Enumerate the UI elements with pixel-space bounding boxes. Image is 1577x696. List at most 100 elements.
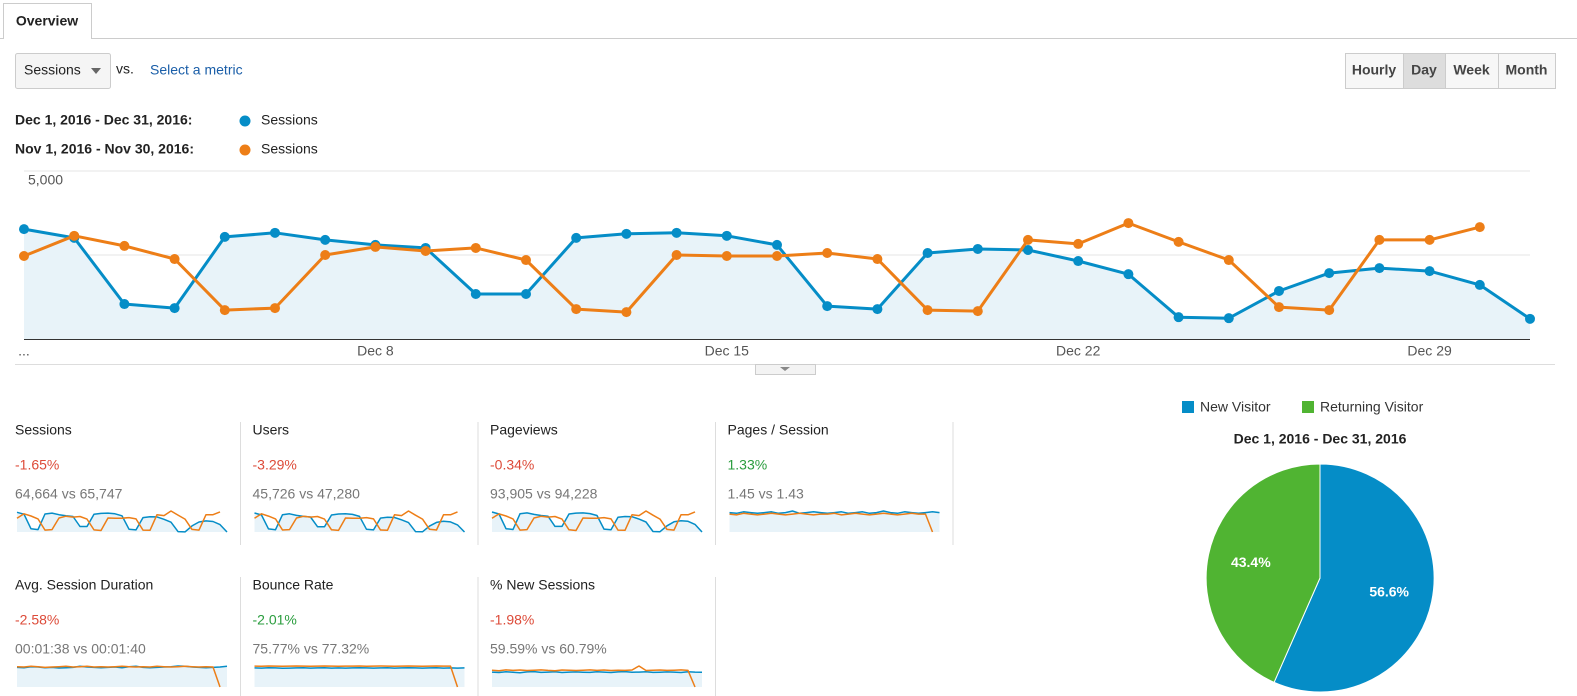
metric-change: -1.65% [15, 457, 59, 473]
point [1474, 279, 1485, 290]
line [491, 511, 703, 533]
point [872, 254, 883, 265]
granularity-button[interactable] [1445, 53, 1499, 89]
x-tick-label: Dec 22 [1056, 343, 1101, 359]
metric-change: -2.58% [15, 612, 59, 628]
point [972, 243, 983, 254]
line [254, 512, 466, 533]
line [491, 510, 696, 532]
point [19, 251, 29, 262]
metric-dropdown[interactable] [15, 53, 111, 89]
metric-name: Pages / Session [728, 422, 829, 438]
metric-name: % New Sessions [490, 577, 595, 593]
x-tick-label: Dec 8 [357, 343, 394, 359]
granularity-button[interactable] [1498, 53, 1556, 89]
metric-comparison: 93,905 vs 94,228 [490, 486, 598, 502]
point [1073, 238, 1084, 249]
legend-label: Sessions [261, 141, 318, 157]
point [1223, 313, 1234, 324]
point [772, 251, 782, 262]
point [922, 247, 933, 258]
point [1525, 313, 1535, 324]
line [254, 665, 459, 688]
line [729, 512, 934, 533]
y-tick-label: 5,000 [28, 172, 63, 188]
line [16, 511, 228, 533]
area [492, 671, 702, 687]
x-tick-label: ... [18, 343, 30, 359]
select-metric-link[interactable]: Select a metric [150, 62, 243, 78]
point [270, 303, 280, 314]
point [1424, 266, 1435, 277]
x-tick-label: Dec 29 [1407, 343, 1452, 359]
point [1324, 268, 1335, 279]
point [1424, 234, 1435, 245]
dropdown-arrow [91, 68, 101, 74]
point [370, 241, 381, 252]
point [521, 288, 531, 299]
point [671, 250, 682, 260]
tab-label[interactable]: Overview [16, 13, 78, 29]
metric-comparison: 75.77% vs 77.32% [253, 641, 370, 657]
point [671, 227, 682, 238]
legend-marker [239, 144, 251, 156]
line [23, 221, 1481, 314]
point [922, 305, 933, 316]
point [169, 303, 180, 314]
metric-comparison: 1.45 vs 1.43 [728, 486, 804, 502]
point [1374, 263, 1385, 274]
point [69, 230, 80, 241]
point [420, 245, 431, 256]
point [1274, 302, 1284, 313]
point [521, 255, 531, 266]
area [24, 229, 1530, 339]
metric-comparison: 45,726 vs 47,280 [253, 486, 361, 502]
pie-slice [1205, 463, 1321, 683]
point [1173, 236, 1184, 247]
point [219, 305, 230, 316]
point [772, 239, 782, 250]
point [1023, 244, 1033, 255]
metric-name: Pageviews [490, 422, 558, 438]
metric-comparison: 59.59% vs 60.79% [490, 641, 607, 657]
point [19, 224, 29, 235]
granularity-label[interactable]: Week [1453, 62, 1490, 78]
metric-dropdown-label[interactable]: Sessions [24, 62, 81, 78]
line [16, 665, 221, 688]
legend-label: Returning Visitor [1320, 399, 1424, 415]
point [822, 247, 833, 258]
point [1023, 234, 1033, 245]
point [1073, 256, 1084, 267]
point [470, 288, 481, 299]
legend-period: Nov 1, 2016 - Nov 30, 2016: [15, 141, 194, 157]
point [169, 254, 180, 265]
metric-comparison: 64,664 vs 65,747 [15, 486, 123, 502]
legend-swatch [1302, 401, 1314, 413]
collapse-arrow [780, 367, 790, 371]
granularity-label[interactable]: Hourly [1352, 62, 1397, 78]
area [17, 666, 227, 687]
point [1123, 269, 1134, 280]
metric-name: Sessions [15, 422, 72, 438]
granularity-label[interactable]: Month [1506, 62, 1548, 78]
metric-change: -3.29% [253, 457, 297, 473]
legend-swatch [1182, 401, 1194, 413]
area [254, 667, 465, 687]
point [621, 307, 632, 318]
legend-marker [239, 115, 251, 127]
point [872, 304, 883, 315]
metric-change: -1.98% [490, 612, 534, 628]
metric-change: -2.01% [253, 612, 297, 628]
point [1374, 234, 1385, 245]
line [254, 510, 458, 532]
area [729, 511, 940, 532]
point [270, 227, 280, 238]
vs-label: vs. [116, 61, 134, 77]
pie-slice [1273, 463, 1435, 693]
granularity-label[interactable]: Day [1411, 62, 1437, 78]
point [1474, 222, 1485, 233]
line [16, 510, 221, 532]
point [721, 251, 732, 262]
